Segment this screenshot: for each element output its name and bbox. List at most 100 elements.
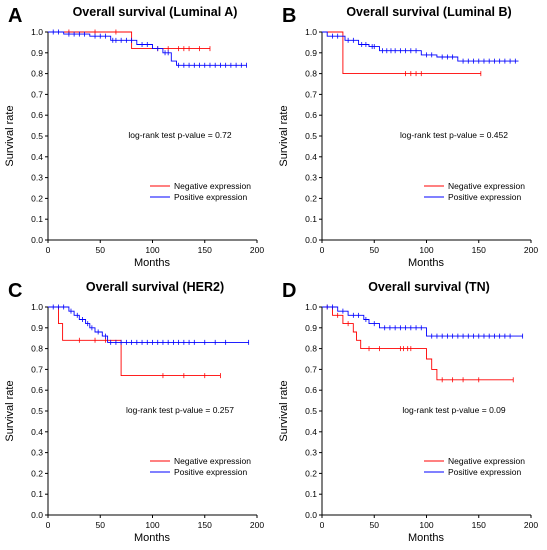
- legend-label-positive: Positive expression: [448, 192, 522, 202]
- y-axis-label: Survival rate: [278, 380, 290, 441]
- x-tick-label: 50: [370, 520, 380, 530]
- x-tick-label: 50: [370, 245, 380, 255]
- km-curve-positive: [48, 31, 247, 66]
- y-axis-label: Survival rate: [278, 105, 290, 166]
- y-tick-label: 0.4: [31, 427, 43, 437]
- y-tick-label: 0.3: [305, 173, 317, 183]
- x-tick-label: 0: [320, 245, 325, 255]
- y-tick-label: 0.8: [31, 344, 43, 354]
- y-tick-label: 0.4: [31, 152, 43, 162]
- y-tick-label: 1.0: [305, 302, 317, 312]
- x-axis-label: Months: [134, 532, 171, 544]
- y-tick-label: 0.0: [31, 510, 43, 520]
- legend-label-negative: Negative expression: [448, 181, 525, 191]
- legend-label-negative: Negative expression: [174, 181, 251, 191]
- panel-letter: C: [8, 280, 22, 302]
- y-tick-label: 0.4: [305, 152, 317, 162]
- y-tick-label: 0.9: [305, 48, 317, 58]
- y-tick-label: 0.4: [305, 427, 317, 437]
- chart-title: Overall survival (Luminal B): [346, 5, 511, 19]
- y-axis-label: Survival rate: [4, 380, 16, 441]
- y-tick-label: 0.3: [31, 448, 43, 458]
- x-tick-label: 50: [96, 245, 106, 255]
- legend-label-positive: Positive expression: [448, 467, 522, 477]
- x-tick-label: 200: [524, 520, 538, 530]
- x-axis-label: Months: [408, 257, 445, 269]
- y-tick-label: 0.2: [305, 193, 317, 203]
- y-tick-label: 0.7: [305, 89, 317, 99]
- km-curve-positive: [322, 31, 519, 62]
- y-tick-label: 0.5: [31, 406, 43, 416]
- x-tick-label: 100: [145, 245, 159, 255]
- chart-title: Overall survival (TN): [368, 280, 490, 294]
- panel-d: D Overall survival (TN) 0.0 0.1 0.2 0.3 0.4 0.5…: [274, 275, 547, 550]
- km-chart: C Overall survival (HER2) 0.0 0.1 0.2 0.3 0.4 0…: [4, 280, 264, 544]
- p-value-annotation: log-rank test p-value = 0.452: [400, 130, 508, 140]
- x-tick-label: 50: [96, 520, 106, 530]
- y-tick-label: 0.1: [31, 489, 43, 499]
- panel-a: A Overall survival (Luminal A) 0.0 0.1 0.2 0.…: [0, 0, 273, 275]
- y-tick-label: 0.7: [305, 364, 317, 374]
- km-curve-positive: [48, 306, 249, 343]
- y-tick-label: 0.6: [305, 385, 317, 395]
- panel-letter: D: [282, 280, 296, 302]
- y-tick-label: 1.0: [31, 27, 43, 37]
- x-tick-label: 150: [472, 520, 486, 530]
- x-tick-label: 100: [419, 520, 433, 530]
- panel-c: C Overall survival (HER2) 0.0 0.1 0.2 0.3 0.4 0…: [0, 275, 273, 550]
- y-tick-label: 0.6: [31, 385, 43, 395]
- y-tick-label: 0.9: [31, 323, 43, 333]
- x-axis-label: Months: [408, 532, 445, 544]
- y-tick-label: 0.1: [31, 214, 43, 224]
- x-tick-label: 150: [198, 245, 212, 255]
- y-tick-label: 0.8: [305, 69, 317, 79]
- x-axis-label: Months: [134, 257, 171, 269]
- x-tick-label: 200: [524, 245, 538, 255]
- legend-label-negative: Negative expression: [174, 456, 251, 466]
- km-curve-negative: [48, 306, 221, 377]
- x-tick-label: 0: [46, 245, 51, 255]
- y-tick-label: 1.0: [31, 302, 43, 312]
- y-tick-label: 0.2: [31, 468, 43, 478]
- km-curve-positive: [322, 306, 523, 337]
- panel-letter: B: [282, 5, 296, 27]
- y-tick-label: 0.5: [31, 131, 43, 141]
- chart-title: Overall survival (Luminal A): [73, 5, 238, 19]
- y-tick-label: 0.3: [31, 173, 43, 183]
- y-tick-label: 0.1: [305, 214, 317, 224]
- legend-label-positive: Positive expression: [174, 192, 248, 202]
- x-tick-label: 0: [46, 520, 51, 530]
- y-tick-label: 0.7: [31, 364, 43, 374]
- x-tick-label: 100: [419, 245, 433, 255]
- y-tick-label: 0.7: [31, 89, 43, 99]
- x-tick-label: 150: [198, 520, 212, 530]
- y-tick-label: 0.6: [31, 110, 43, 120]
- y-tick-label: 0.2: [305, 468, 317, 478]
- y-tick-label: 0.6: [305, 110, 317, 120]
- km-curve-negative: [322, 306, 514, 381]
- y-tick-label: 0.3: [305, 448, 317, 458]
- y-tick-label: 0.0: [305, 510, 317, 520]
- legend-label-positive: Positive expression: [174, 467, 248, 477]
- y-axis-label: Survival rate: [4, 105, 16, 166]
- km-chart: A Overall survival (Luminal A) 0.0 0.1 0.2 0.…: [4, 5, 264, 269]
- x-tick-label: 200: [250, 245, 264, 255]
- y-tick-label: 0.0: [31, 235, 43, 245]
- legend-label-negative: Negative expression: [448, 456, 525, 466]
- y-tick-label: 0.8: [31, 69, 43, 79]
- km-chart: B Overall survival (Luminal B) 0.0 0.1 0.2 0.…: [278, 5, 538, 269]
- y-tick-label: 0.5: [305, 131, 317, 141]
- y-tick-label: 0.9: [31, 48, 43, 58]
- x-tick-label: 0: [320, 520, 325, 530]
- x-tick-label: 100: [145, 520, 159, 530]
- chart-title: Overall survival (HER2): [86, 280, 224, 294]
- y-tick-label: 0.2: [31, 193, 43, 203]
- x-tick-label: 150: [472, 245, 486, 255]
- km-chart: D Overall survival (TN) 0.0 0.1 0.2 0.3 0.4 0.5…: [278, 280, 538, 544]
- panel-b: B Overall survival (Luminal B) 0.0 0.1 0.2 0.…: [274, 0, 547, 275]
- km-curve-negative: [322, 31, 481, 75]
- y-tick-label: 0.9: [305, 323, 317, 333]
- panel-letter: A: [8, 5, 22, 27]
- y-tick-label: 0.5: [305, 406, 317, 416]
- x-tick-label: 200: [250, 520, 264, 530]
